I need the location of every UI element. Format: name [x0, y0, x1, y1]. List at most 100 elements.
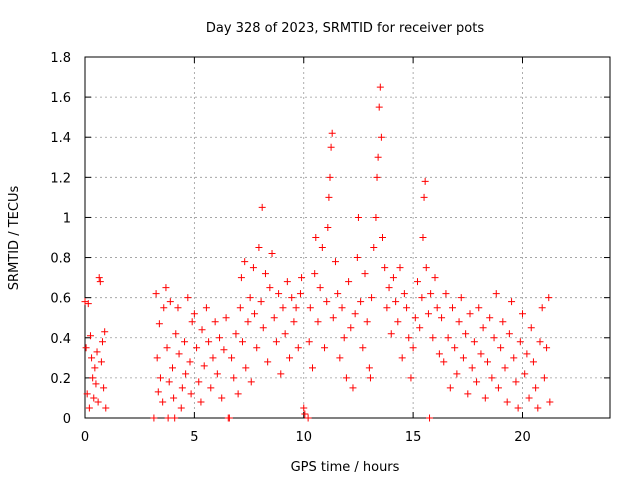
data-point — [89, 374, 97, 382]
data-point — [186, 358, 194, 366]
data-point — [370, 244, 378, 252]
data-point — [279, 304, 287, 312]
data-point — [237, 274, 245, 282]
data-point — [466, 310, 474, 318]
data-point — [521, 370, 529, 378]
data-point — [220, 346, 228, 354]
data-point — [328, 129, 336, 137]
data-point — [312, 234, 320, 241]
data-point — [538, 304, 546, 312]
data-point — [99, 338, 106, 346]
data-point — [152, 290, 160, 298]
data-point — [88, 354, 96, 362]
data-points — [81, 83, 554, 422]
data-point — [324, 223, 332, 231]
data-point — [225, 414, 233, 422]
x-tick-label: 10 — [295, 430, 312, 445]
data-point — [153, 354, 161, 362]
data-point — [177, 404, 185, 412]
data-point — [90, 394, 98, 402]
data-point — [383, 304, 391, 312]
chart-title: Day 328 of 2023, SRMTID for receiver pot… — [206, 21, 484, 36]
data-point — [409, 344, 417, 352]
data-point — [316, 284, 324, 292]
data-point — [241, 258, 249, 266]
data-point — [325, 193, 333, 201]
x-tick-label: 20 — [514, 430, 531, 445]
data-point — [321, 344, 329, 352]
data-point — [353, 254, 361, 262]
data-point — [377, 133, 385, 141]
y-tick-label: 1.4 — [50, 131, 71, 146]
data-point — [281, 330, 289, 338]
data-point — [296, 290, 304, 298]
y-tick-label: 1.8 — [50, 51, 71, 66]
data-point — [340, 334, 348, 342]
data-point — [464, 390, 472, 398]
data-point — [257, 298, 265, 306]
data-point — [475, 304, 483, 312]
data-point — [363, 318, 371, 326]
y-tick-label: 0.6 — [50, 292, 71, 307]
data-point — [92, 380, 100, 388]
data-point — [246, 294, 254, 302]
data-point — [468, 364, 476, 372]
data-point — [407, 374, 415, 382]
data-point — [230, 374, 238, 382]
data-point — [374, 153, 382, 161]
data-point — [311, 270, 319, 278]
data-point — [431, 274, 439, 282]
data-point — [505, 330, 513, 338]
data-point — [392, 298, 400, 306]
y-tick-label: 0.4 — [50, 332, 71, 347]
data-point — [222, 314, 230, 322]
data-point — [232, 330, 240, 338]
data-point — [95, 274, 103, 282]
data-point — [532, 384, 540, 392]
data-point — [449, 304, 456, 312]
data-point — [163, 344, 171, 352]
data-point — [178, 384, 186, 392]
data-point — [479, 324, 487, 332]
data-point — [379, 234, 386, 241]
data-point — [251, 310, 259, 318]
data-point — [462, 330, 470, 338]
data-point — [165, 378, 173, 386]
x-tick-label: 15 — [405, 430, 422, 445]
data-point — [94, 398, 102, 406]
data-point — [197, 398, 205, 406]
data-point — [342, 374, 350, 382]
data-point — [481, 394, 489, 402]
y-tick-label: 1.2 — [50, 171, 71, 186]
data-point — [190, 310, 198, 318]
data-point — [184, 294, 192, 302]
data-point — [270, 314, 278, 322]
data-point — [442, 290, 450, 298]
data-point — [331, 258, 339, 266]
data-point — [540, 374, 548, 382]
data-point — [91, 364, 99, 372]
data-point — [277, 370, 285, 378]
data-point — [349, 384, 357, 392]
data-point — [457, 294, 465, 302]
data-point — [329, 314, 337, 322]
data-point — [519, 310, 526, 318]
data-point — [150, 414, 158, 422]
data-point — [266, 284, 274, 292]
data-point — [218, 394, 226, 402]
data-point — [159, 398, 167, 406]
data-point — [488, 374, 496, 382]
data-point — [503, 398, 511, 406]
grid — [85, 57, 610, 418]
data-point — [527, 324, 535, 332]
data-point — [543, 344, 551, 352]
data-point — [162, 284, 170, 292]
data-point — [236, 304, 244, 312]
data-point — [429, 334, 437, 342]
data-point — [473, 378, 481, 386]
data-point — [359, 344, 367, 352]
data-point — [100, 384, 108, 392]
data-point — [366, 374, 374, 382]
data-point — [490, 334, 498, 342]
data-point — [361, 270, 369, 278]
